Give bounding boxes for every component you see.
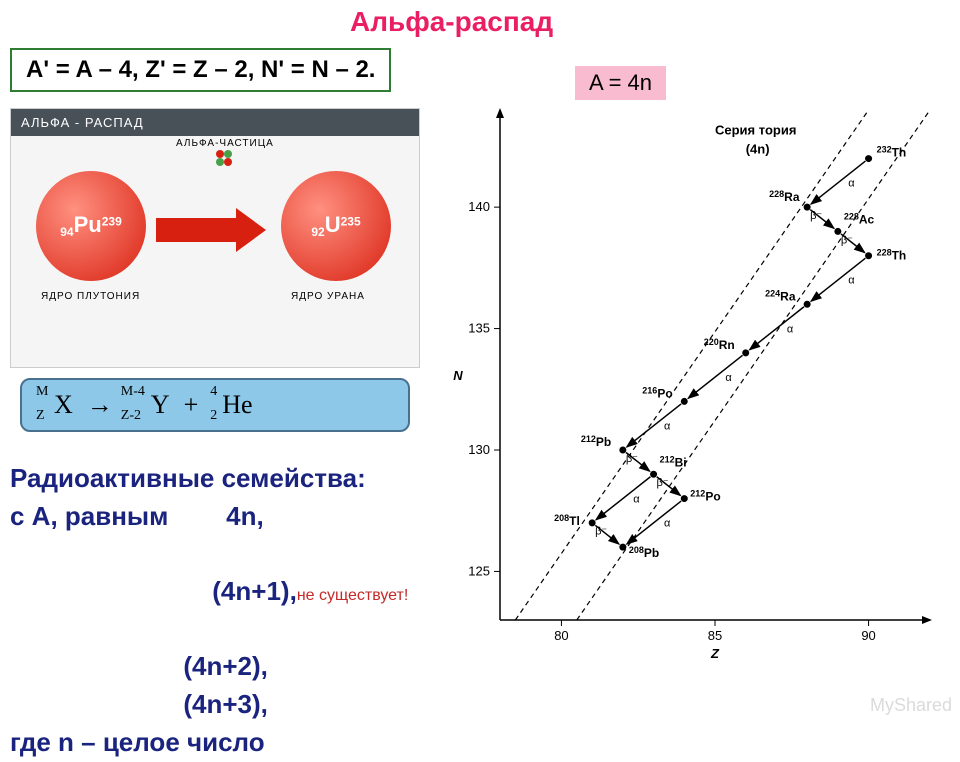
daughter-nucleus: 92U235 [281,171,391,281]
svg-text:α: α [664,420,671,432]
svg-text:β⁻: β⁻ [626,453,638,465]
daughter-symbol: U [325,212,341,237]
families-line1: с А, равным 4n, [10,498,408,536]
illustration-body: АЛЬФА-ЧАСТИЦА 94Pu239 92U235 ЯДРО ПЛУТОН… [11,136,419,366]
svg-text:β⁻: β⁻ [657,477,669,489]
svg-text:85: 85 [708,628,722,643]
svg-text:228Ra: 228Ra [769,189,800,204]
watermark: MyShared [870,695,952,716]
radioactive-families: Радиоактивные семейства: с А, равным 4n,… [10,460,408,762]
svg-text:125: 125 [468,563,490,578]
eq-plus: + [184,390,199,420]
svg-text:208Pb: 208Pb [629,545,659,560]
svg-text:α: α [787,323,794,335]
eq-y-sub: Z-2 [121,408,141,424]
families-line4: (4n+3), [10,686,408,724]
parent-label: ЯДРО ПЛУТОНИЯ [41,291,140,302]
eq-y: Y [151,390,170,419]
daughter-z: 92 [311,226,324,240]
decay-arrow-icon [156,218,266,242]
svg-text:232Th: 232Th [877,145,907,160]
decay-formula: A' = A – 4, Z' = Z – 2, N' = N – 2. [10,48,391,92]
eq-arrow: → [87,390,113,420]
svg-text:Серия тория: Серия тория [715,122,796,137]
svg-text:208Tl: 208Tl [554,513,580,528]
eq-x-sup: M [36,384,48,400]
svg-text:228Ac: 228Ac [844,211,875,226]
svg-text:212Po: 212Po [690,489,720,504]
families-line3: (4n+2), [10,648,408,686]
parent-symbol: Pu [74,212,102,237]
illustration-header: АЛЬФА - РАСПАД [11,109,419,136]
parent-nucleus: 94Pu239 [36,171,146,281]
eq-x: X [54,390,73,419]
svg-text:N: N [453,368,463,383]
families-note: не существует! [297,587,409,604]
alpha-decay-illustration: АЛЬФА - РАСПАД АЛЬФА-ЧАСТИЦА 94Pu239 92U… [10,108,420,368]
parent-a: 239 [102,215,122,229]
eq-y-sup: M-4 [121,384,145,400]
svg-text:220Rn: 220Rn [704,337,735,352]
daughter-a: 235 [341,215,361,229]
svg-text:212Bi: 212Bi [660,454,687,469]
alpha-particle-icon [216,150,236,170]
svg-text:216Po: 216Po [642,385,672,400]
alpha-particle-label: АЛЬФА-ЧАСТИЦА [176,138,274,149]
daughter-label: ЯДРО УРАНА [291,291,365,302]
svg-text:β⁻: β⁻ [810,210,822,222]
svg-text:135: 135 [468,321,490,336]
decay-series-chart: 80 85 90 125 130 135 140 Z N Серия тория (4n) α β⁻ β⁻… [440,90,950,670]
svg-text:90: 90 [861,628,875,643]
eq-x-sub: Z [36,408,45,424]
svg-text:212Pb: 212Pb [581,434,611,449]
svg-text:130: 130 [468,442,490,457]
svg-text:224Ra: 224Ra [765,288,796,303]
svg-text:α: α [848,275,855,287]
svg-text:α: α [664,518,671,530]
svg-text:α: α [725,372,732,384]
svg-text:140: 140 [468,199,490,214]
svg-text:α: α [633,493,640,505]
families-line2: (4n+1), [39,576,297,606]
svg-text:β⁻: β⁻ [841,234,853,246]
families-heading: Радиоактивные семейства: [10,460,408,498]
svg-text:(4n): (4n) [746,142,770,157]
eq-he: He [222,390,252,419]
svg-text:Z: Z [710,646,720,661]
families-line5: где n – целое число [10,724,408,762]
eq-he-sup: 4 [210,384,217,400]
eq-he-sub: 2 [210,408,217,424]
page-title: Альфа-распад [350,6,553,38]
general-equation: M Z X → M-4 Z-2 Y + 4 2 He [20,378,410,432]
parent-z: 94 [60,226,73,240]
svg-text:228Th: 228Th [877,248,907,263]
svg-text:α: α [848,178,855,190]
svg-text:β⁻: β⁻ [595,526,607,538]
svg-text:80: 80 [554,628,568,643]
